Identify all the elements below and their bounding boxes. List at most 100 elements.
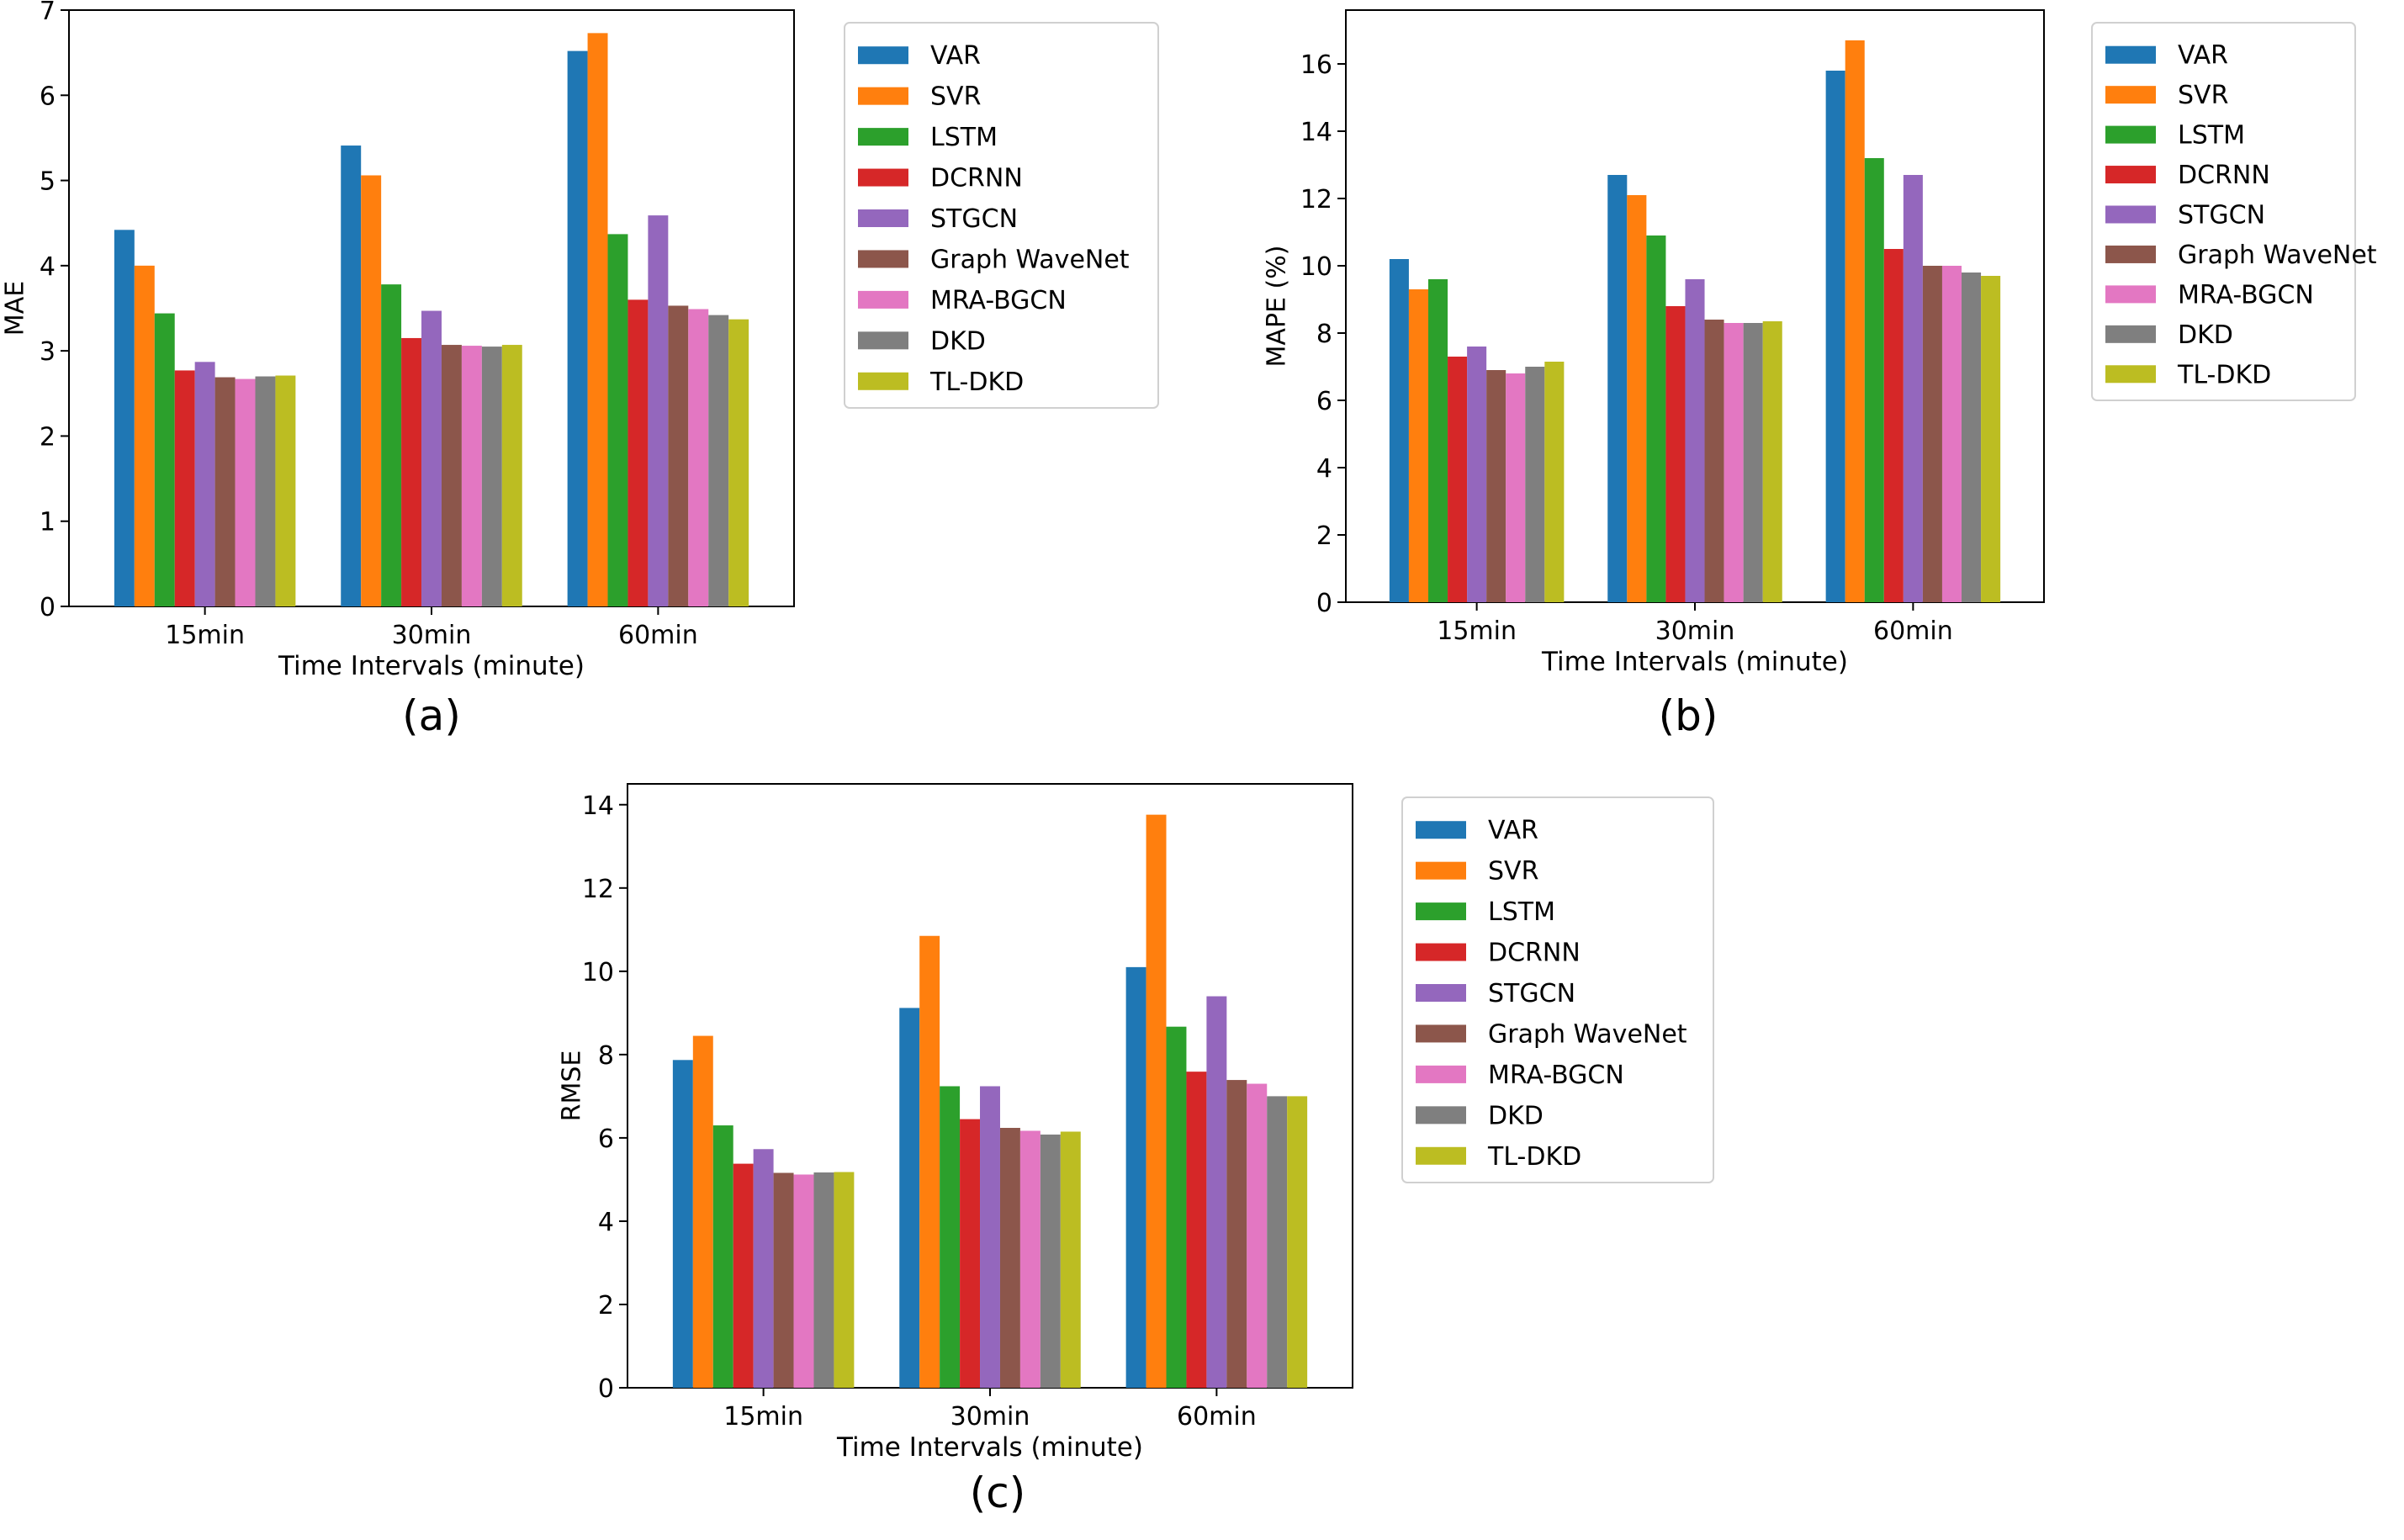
y-tick-label: 12: [1300, 185, 1332, 214]
legend-swatch-mra-bgcn: [1416, 1065, 1466, 1083]
bar-lstm-60min: [1166, 1026, 1187, 1388]
legend-swatch-dcrnn: [2105, 166, 2156, 184]
legend-label-dkd: DKD: [2178, 320, 2233, 350]
bar-mra-bgcn-15min: [1506, 373, 1526, 602]
bar-dcrnn-15min: [174, 370, 195, 606]
y-tick-label: 0: [598, 1374, 614, 1404]
bar-dcrnn-60min: [1186, 1072, 1207, 1388]
bar-stgcn-60min: [1903, 175, 1923, 602]
bar-lstm-30min: [381, 284, 402, 606]
bar-dkd-30min: [481, 347, 502, 606]
bar-svr-15min: [692, 1035, 713, 1388]
bar-tl-dkd-60min: [728, 319, 749, 606]
bar-tl-dkd-30min: [501, 345, 522, 606]
bar-mra-bgcn-30min: [461, 346, 482, 606]
legend-label-mra-bgcn: MRA-BGCN: [930, 286, 1067, 315]
x-tick-label: 60min: [1873, 617, 1953, 646]
x-tick-label: 60min: [618, 621, 698, 650]
y-tick-label: 4: [40, 252, 56, 282]
legend-swatch-lstm: [858, 128, 908, 146]
bar-graph-wavenet-60min: [1226, 1080, 1247, 1388]
bar-stgcn-15min: [1467, 347, 1487, 602]
y-tick-label: 2: [598, 1291, 614, 1320]
chart-panel-c: 0 2 4 6 8 10 12 14 15min 30min 60min Time Intervals…: [558, 783, 1714, 1517]
bar-graph-wavenet-15min: [214, 377, 236, 606]
bar-stgcn-15min: [194, 362, 215, 606]
legend-label-stgcn: STGCN: [2178, 201, 2265, 230]
bar-dkd-30min: [1040, 1134, 1061, 1388]
bar-mra-bgcn-60min: [1247, 1083, 1268, 1388]
legend-swatch-stgcn: [2105, 205, 2156, 224]
bar-dcrnn-15min: [733, 1163, 754, 1388]
bar-var-15min: [672, 1060, 693, 1388]
legend: VAR SVR LSTM DCRNN STGCN Graph WaveNet MRA-BGC…: [1401, 796, 1714, 1183]
legend-label-graph-wavenet: Graph WaveNet: [2178, 241, 2377, 270]
legend-label-dcrnn: DCRNN: [2178, 161, 2270, 190]
y-tick-label: 10: [1300, 252, 1332, 282]
y-tick-label: 10: [582, 958, 614, 987]
bar-graph-wavenet-30min: [1704, 320, 1724, 602]
y-tick-label: 5: [40, 167, 56, 197]
bar-stgcn-30min: [980, 1086, 1000, 1388]
bar-svr-60min: [587, 33, 608, 606]
bar-graph-wavenet-15min: [1486, 370, 1506, 602]
bar-lstm-15min: [712, 1125, 733, 1388]
bar-dkd-15min: [255, 376, 276, 606]
x-axis-label: Time Intervals (minute): [278, 651, 585, 681]
bar-var-30min: [899, 1008, 920, 1388]
bar-dkd-60min: [1267, 1096, 1288, 1388]
bar-graph-wavenet-15min: [773, 1172, 794, 1388]
bar-var-30min: [1607, 175, 1628, 602]
y-tick-label: 1: [40, 508, 56, 537]
legend-swatch-dcrnn: [858, 168, 908, 187]
legend-label-svr: SVR: [2178, 81, 2228, 110]
bar-svr-30min: [1627, 195, 1647, 602]
bar-dkd-60min: [1962, 273, 1982, 602]
legend-label-mra-bgcn: MRA-BGCN: [2178, 280, 2314, 310]
bar-graph-wavenet-30min: [999, 1128, 1020, 1388]
legend-frame: [1401, 796, 1714, 1183]
bar-stgcn-30min: [421, 310, 442, 606]
bar-tl-dkd-30min: [1060, 1131, 1081, 1388]
legend-label-graph-wavenet: Graph WaveNet: [930, 245, 1130, 274]
legend-label-lstm: LSTM: [930, 123, 998, 152]
bar-tl-dkd-15min: [275, 375, 296, 606]
bar-svr-30min: [919, 935, 940, 1388]
bar-svr-30min: [361, 175, 382, 607]
y-axis-label: MAPE (%): [1263, 246, 1292, 368]
bar-lstm-30min: [940, 1086, 961, 1388]
legend-swatch-var: [858, 46, 908, 65]
legend-swatch-lstm: [1416, 902, 1466, 921]
bar-stgcn-15min: [753, 1149, 774, 1388]
legend-label-dkd: DKD: [930, 326, 986, 356]
bar-lstm-30min: [1646, 235, 1666, 602]
legend-label-var: VAR: [930, 41, 981, 71]
bar-dkd-30min: [1743, 323, 1763, 602]
x-tick-label: 30min: [392, 621, 472, 650]
bar-mra-bgcn-60min: [688, 309, 709, 606]
x-tick-label: 30min: [950, 1402, 1030, 1432]
bar-mra-bgcn-60min: [1941, 266, 1962, 602]
bar-dcrnn-60min: [627, 299, 649, 606]
bar-tl-dkd-15min: [1544, 362, 1565, 602]
y-axis-label: RMSE: [558, 1050, 587, 1122]
y-tick-label: 12: [582, 875, 614, 904]
y-tick-label: 2: [40, 422, 56, 452]
legend-label-var: VAR: [2178, 41, 2228, 71]
legend-swatch-tl-dkd: [858, 372, 908, 390]
y-axis-label: MAE: [1, 281, 30, 336]
bar-graph-wavenet-30min: [441, 345, 462, 606]
bar-dcrnn-60min: [1883, 249, 1904, 602]
y-tick-label: 3: [40, 337, 56, 367]
legend-label-svr: SVR: [930, 82, 981, 112]
y-tick-label: 16: [1300, 50, 1332, 80]
bar-var-15min: [114, 230, 135, 606]
bar-svr-60min: [1146, 814, 1167, 1388]
legend-label-var: VAR: [1488, 816, 1538, 845]
legend-label-stgcn: STGCN: [930, 204, 1018, 234]
legend-swatch-svr: [2105, 86, 2156, 104]
y-tick-label: 14: [1300, 118, 1332, 147]
bar-stgcn-30min: [1685, 279, 1705, 602]
y-tick-label: 2: [1316, 521, 1332, 551]
legend-frame: [844, 22, 1159, 409]
